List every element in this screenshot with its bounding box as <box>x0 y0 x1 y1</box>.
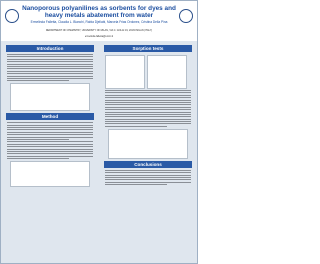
text-line <box>7 150 93 152</box>
text-line <box>105 174 191 176</box>
section-heading: Conclusions <box>104 160 192 168</box>
text-line <box>105 118 191 120</box>
title: Nanoporous polyanilines as sorbents for … <box>22 5 176 20</box>
text-line <box>7 54 93 55</box>
text-line <box>7 155 93 157</box>
right-column: Sorption tests Conclusions <box>104 45 192 257</box>
text-line <box>105 99 191 101</box>
text-line <box>105 172 191 174</box>
text-line <box>7 70 93 72</box>
figure <box>10 83 90 112</box>
text-line <box>7 139 69 141</box>
text-line <box>7 65 93 67</box>
text-line <box>7 124 93 126</box>
text-line <box>7 148 93 150</box>
text-line <box>7 63 93 65</box>
text-line <box>7 146 93 148</box>
header: Nanoporous polyanilines as sorbents for … <box>1 1 197 41</box>
text-line <box>7 129 93 131</box>
text-line <box>7 134 93 136</box>
text-line <box>105 177 191 179</box>
text-line <box>105 181 191 183</box>
text-line <box>105 97 191 99</box>
text-line <box>105 109 191 111</box>
figure <box>108 128 188 159</box>
text-line <box>105 184 167 186</box>
left-column: Introduction Method <box>6 45 94 257</box>
text-line <box>7 153 93 155</box>
email: ermelinda.falletta@unimi.it <box>84 35 114 38</box>
authors: Ermelinda Falletta, Claudia L. Bianchi, … <box>30 20 168 24</box>
text-line <box>105 90 191 91</box>
chart-image <box>105 55 145 89</box>
text-line <box>105 121 191 123</box>
text-line <box>7 61 93 63</box>
text-line <box>105 106 191 108</box>
logo <box>5 9 19 23</box>
section-heading: Method <box>6 113 94 121</box>
text-line <box>105 94 191 96</box>
text-line <box>7 73 93 75</box>
text-line <box>7 136 93 138</box>
text-line <box>105 101 191 103</box>
text-line <box>7 77 93 79</box>
text-line <box>7 141 93 143</box>
chart-image <box>147 55 187 89</box>
section-heading: Sorption tests <box>104 45 192 52</box>
figure <box>10 161 90 188</box>
text-line <box>7 56 93 58</box>
text-line <box>7 58 93 60</box>
text-line <box>105 104 191 106</box>
text-line <box>105 169 191 171</box>
text-line <box>105 125 167 127</box>
text-line <box>7 143 93 145</box>
text-line <box>105 111 191 113</box>
text-line <box>7 68 93 70</box>
text-line <box>7 75 93 77</box>
text-line <box>105 113 191 115</box>
logo <box>179 9 193 23</box>
text-line <box>105 179 191 181</box>
text-line <box>7 122 93 124</box>
poster: Nanoporous polyanilines as sorbents for … <box>0 0 198 264</box>
text-line <box>7 80 69 82</box>
section-heading: Introduction <box>6 45 94 52</box>
affiliation: DEPARTMENT OF CHEMISTRY, UNIVERSITY OF M… <box>45 29 153 32</box>
text-line <box>105 116 191 118</box>
text-line <box>7 158 69 160</box>
text-line <box>105 92 191 94</box>
text-line <box>105 123 191 125</box>
text-line <box>7 131 93 133</box>
text-line <box>7 127 93 129</box>
